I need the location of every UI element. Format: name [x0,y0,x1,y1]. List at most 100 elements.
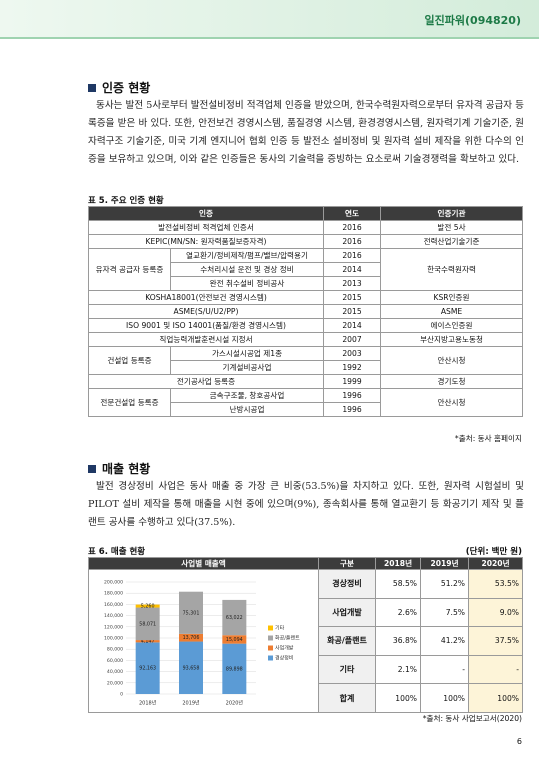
cell: 100% [375,683,421,713]
cell: 37.5% [468,626,523,656]
data-label: 63,022 [225,615,242,621]
cell: 유자격 공급자 등록증 [88,248,171,291]
cell: ISO 9001 및 ISO 14001(품질/환경 경영시스템) [87,318,325,333]
row: 직업능력개발훈련시설 지정서 2007 부산지방고용노동청 [87,332,524,347]
cell: 58.5% [375,569,421,599]
cell: 안산시청 [380,346,524,375]
row: 0 20,000 40,000 60,000 80,000 100,000 120,000 1… [88,569,523,713]
row: 완전 취수설비 정비공사 2013 [89,276,523,291]
cell: 발전 5사 [380,220,524,235]
cell: 안산시청 [380,388,524,417]
cell: 1992 [323,360,382,375]
heading-text: 인증 현황 [102,81,151,95]
bar-segment [178,641,203,694]
cell: 기타 [318,654,376,685]
row: 유자격 공급자 등록증 열교환기/정비제작/펌프/밸브/압력용기 2016 한국수력원… [88,248,524,291]
row: 건설업 등록증 가스시설시공업 제1종 2003 안산시청 [88,346,524,375]
cell: 직업능력개발훈련시설 지정서 [87,332,325,347]
y-tick-label: 80,000 [106,647,122,653]
row: 화공/플랜트 36.8% 41.2% 37.5% [89,626,523,656]
row: 전문건설업 등록증 금속구조물, 창호공사업 1996 안산시청 [88,388,524,417]
header-row: 사업별 매출액 구분 2018년 2019년 2020년 [88,557,523,570]
cell: 화공/플랜트 [318,626,376,656]
cell: 합계 [318,683,376,713]
x-tick-label: 2018년 [139,700,157,707]
y-tick-label: 60,000 [106,658,122,664]
source-note: *출처: 동사 사업보고서(2020) [422,714,522,723]
cell: KSR인증원 [380,290,524,305]
row: ISO 9001 및 ISO 14001(품질/환경 경영시스템) 2014 에이스… [87,318,524,333]
cell: 41.2% [420,626,469,656]
cell: 발전설비정비 적격업체 인증서 [87,220,325,235]
cell: 사업개발 [318,597,376,628]
y-tick-label: 120,000 [104,624,123,630]
data-label: 13,706 [182,635,199,641]
th: 구분 [318,557,376,570]
section-heading: 매출 현황 [88,460,150,477]
row: 사업개발 2.6% 7.5% 9.0% [89,597,523,628]
y-tick-label: 20,000 [106,680,122,686]
data-label: 89,898 [225,666,242,672]
bar-segment [135,607,160,641]
y-tick-label: 140,000 [104,613,123,619]
x-tick-label: 2020년 [225,700,243,707]
row: 난방시공업 1996 [89,402,523,417]
cell: 2.1% [375,654,421,685]
bar-segment [221,643,246,694]
y-tick-label: 40,000 [106,669,122,675]
legend-swatch [267,635,273,641]
data-label: 4,147 [140,639,154,645]
cell: 경기도청 [380,374,524,389]
sales-table: 사업별 매출액 구분 2018년 2019년 2020년 0 20,000 40,000 60… [88,557,523,713]
th: 인증기관 [380,206,524,221]
cell: 경상정비 [318,569,376,599]
cell: 2016 [323,248,382,263]
cell: 2014 [323,318,382,333]
paragraph: 발전 경상정비 사업은 동사 매출 중 가장 큰 비중(53.5%)을 차지하고… [88,481,524,528]
cell: 1999 [323,374,382,389]
legend-label: 화공/플랜트 [275,635,300,642]
cell: 53.5% [468,569,523,599]
y-tick-label: 180,000 [104,591,123,597]
header-row: 인증 연도 인증기관 [87,206,524,221]
th: 사업별 매출액 [88,557,319,570]
cell: 2015 [323,304,382,319]
cell: 2013 [323,276,382,291]
unit-note: (단위: 백만 원) [465,547,522,557]
cell: KEPIC(MN/SN: 원자력품질보증자격) [87,234,325,249]
chart: 0 20,000 40,000 60,000 80,000 100,000 120,000 1… [104,580,300,707]
cell: 2007 [323,332,382,347]
cell: 2003 [323,346,382,361]
cell: ASME(S/U/U2/PP) [87,304,325,319]
cell: 난방시공업 [169,402,325,417]
header-bar: 일진파워(094820) [0,0,539,39]
bar-segment [135,640,160,643]
cell: 2015 [323,290,382,305]
legend-swatch [267,655,273,661]
cell: - [468,654,523,685]
y-tick-label: 0 [120,692,123,698]
th: 연도 [323,206,382,221]
row: KOSHA18001(안전보건 경영시스템) 2015 KSR인증원 [87,290,524,305]
paragraph: 동사는 발전 5사로부터 발전설비정비 적격업체 인증을 받았으며, 한국수력원… [88,100,525,165]
cell: 2.6% [375,597,421,628]
row: ASME(S/U/U2/PP) 2015 ASME [87,304,524,319]
cell: - [420,654,469,685]
bar-segment [221,635,246,644]
legend-label: 경상정비 [275,655,293,662]
page-number: 6 [516,737,522,746]
cell: KOSHA18001(안전보건 경영시스템) [87,290,325,305]
bullet [88,464,96,473]
cell: 9.0% [468,597,523,628]
data-label: 93,658 [182,665,199,671]
cell: 전력산업기술기준 [380,234,524,249]
cell: 100% [468,683,523,713]
table-caption: 표 5. 주요 인증 현황 [88,196,164,206]
row: 합계 100% 100% 100% [89,683,523,713]
bar-segment [178,591,203,634]
legend-swatch [267,625,273,631]
data-label: 75,301 [182,610,199,616]
section-heading: 인증 현황 [88,79,150,96]
